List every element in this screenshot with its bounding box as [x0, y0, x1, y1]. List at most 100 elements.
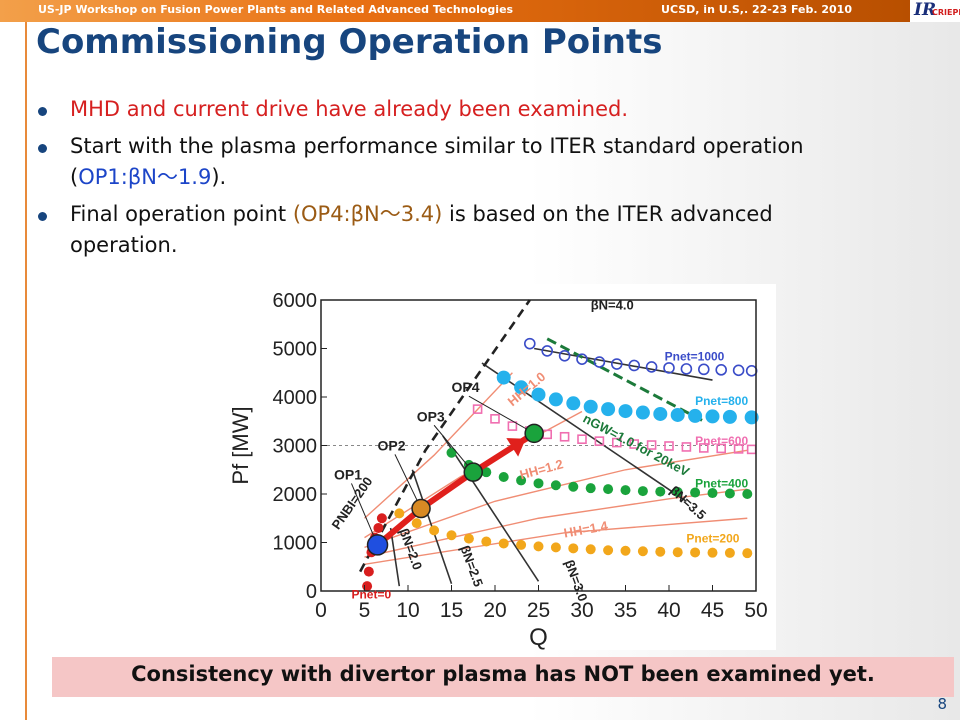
operation-point-pointer	[433, 424, 474, 473]
data-point	[635, 405, 650, 420]
data-point	[628, 359, 641, 372]
x-axis-label: Q	[529, 624, 548, 650]
x-tick-label: 25	[527, 599, 550, 622]
data-point	[577, 434, 587, 444]
data-point	[601, 402, 616, 417]
beta-limit-dashed-line	[359, 299, 531, 573]
data-point	[670, 407, 685, 422]
data-point	[655, 546, 666, 557]
data-point	[732, 364, 745, 377]
operation-point-marker	[524, 423, 544, 444]
logo-subtext: CRIEPI	[932, 8, 960, 17]
y-tick-label: 4000	[273, 387, 318, 409]
operation-point-pointer	[394, 454, 422, 509]
data-point	[446, 530, 457, 541]
x-tick-label: 30	[570, 599, 593, 622]
data-point	[531, 387, 546, 402]
x-tick-label: 5	[359, 599, 371, 622]
line-label: βN=2.5	[457, 543, 486, 589]
data-point	[707, 488, 718, 499]
beta-line	[481, 362, 687, 502]
data-point	[548, 392, 563, 407]
x-tick-label: 10	[396, 599, 419, 622]
bullet-text-end: is based on the ITER advanced operation.	[70, 202, 773, 257]
line-label: βN=3.0	[562, 558, 591, 604]
operation-point-marker	[411, 498, 431, 519]
data-point	[629, 439, 640, 449]
data-point	[603, 484, 614, 495]
line-label: HH=1.2	[518, 456, 565, 482]
data-point	[690, 547, 701, 558]
data-point	[481, 536, 492, 547]
y-tick-label: 1000	[273, 533, 318, 555]
data-point	[637, 546, 648, 557]
footer-note: Consistency with divertor plasma has NOT…	[131, 662, 875, 686]
data-point	[653, 406, 668, 421]
venue-date: UCSD, in U.S,. 22-23 Feb. 2010	[661, 3, 852, 16]
criepi-logo: IR CRIEPI	[910, 0, 960, 22]
data-point	[523, 337, 536, 350]
bullet-text: Final operation point	[70, 202, 293, 226]
data-point	[716, 443, 727, 454]
power-label: Pnet=200	[686, 532, 739, 546]
bullet-item: MHD and current drive have already been …	[36, 94, 856, 125]
operation-point-pointer	[468, 395, 535, 434]
data-point	[603, 545, 614, 556]
data-point	[583, 399, 598, 414]
page-number: 8	[937, 695, 947, 713]
data-point	[620, 485, 631, 496]
y-tick-label: 6000	[273, 290, 318, 312]
power-label: Pnet=1000	[665, 350, 725, 364]
x-tick-label: 40	[657, 599, 680, 622]
operation-point-label: OP1	[334, 466, 362, 482]
footer-note-box: Consistency with divertor plasma has NOT…	[52, 657, 954, 697]
operation-chart: 0 5 10 15 20 25 30 35 40 45 50 0 1000 2000 3000 4000 500…	[228, 290, 768, 651]
data-point	[490, 414, 500, 424]
data-point	[690, 487, 701, 498]
hh-curve	[364, 372, 513, 519]
operation-point-marker	[463, 462, 483, 482]
operation-chart-figure: 0 5 10 15 20 25 30 35 40 45 50 0 1000 2000 3000 4000 500…	[220, 284, 776, 651]
data-point	[585, 483, 596, 494]
data-point	[593, 356, 606, 368]
data-point	[533, 478, 544, 489]
bullet-highlight: (OP4:βN～3.4)	[292, 202, 443, 226]
data-point	[698, 443, 709, 453]
operation-point-pointer	[350, 483, 379, 546]
data-point	[481, 467, 492, 478]
data-point	[707, 547, 718, 558]
data-point	[576, 353, 588, 365]
data-point	[429, 525, 440, 536]
data-point	[744, 410, 759, 425]
data-point	[705, 409, 720, 424]
line-label: βN=4.0	[591, 298, 634, 313]
data-point	[516, 539, 527, 550]
y-tick-label: 5000	[273, 339, 318, 361]
header-bar: US-JP Workshop on Fusion Power Plants an…	[0, 0, 910, 22]
data-point	[394, 508, 405, 519]
operation-point-label: OP4	[452, 379, 480, 395]
bullet-highlight: OP1:βN～1.9	[78, 165, 212, 189]
data-point	[724, 488, 735, 499]
bullet-item: Start with the plasma performance simila…	[36, 131, 856, 193]
data-point	[672, 487, 683, 498]
hh-curve	[364, 517, 748, 566]
x-tick-label: 20	[483, 599, 506, 622]
x-tick-label: 15	[440, 599, 463, 622]
data-point	[697, 363, 710, 376]
power-label: Pnet=800	[695, 394, 748, 408]
bullet-text: MHD and current drive have already been …	[70, 97, 629, 121]
slide-title: Commissioning Operation Points	[36, 22, 663, 62]
beta-line	[442, 435, 540, 582]
data-point	[363, 566, 374, 577]
operation-point-marker	[366, 534, 389, 556]
data-point	[663, 362, 675, 374]
data-point	[646, 440, 657, 450]
data-point	[655, 486, 666, 497]
line-label: HH=1.4	[563, 518, 610, 541]
data-point	[463, 533, 474, 544]
bullet-text-end: ).	[211, 165, 227, 189]
bullet-text: Start with the plasma performance simila…	[70, 134, 804, 189]
beta-line	[389, 527, 401, 587]
y-tick-label: 3000	[273, 436, 318, 458]
